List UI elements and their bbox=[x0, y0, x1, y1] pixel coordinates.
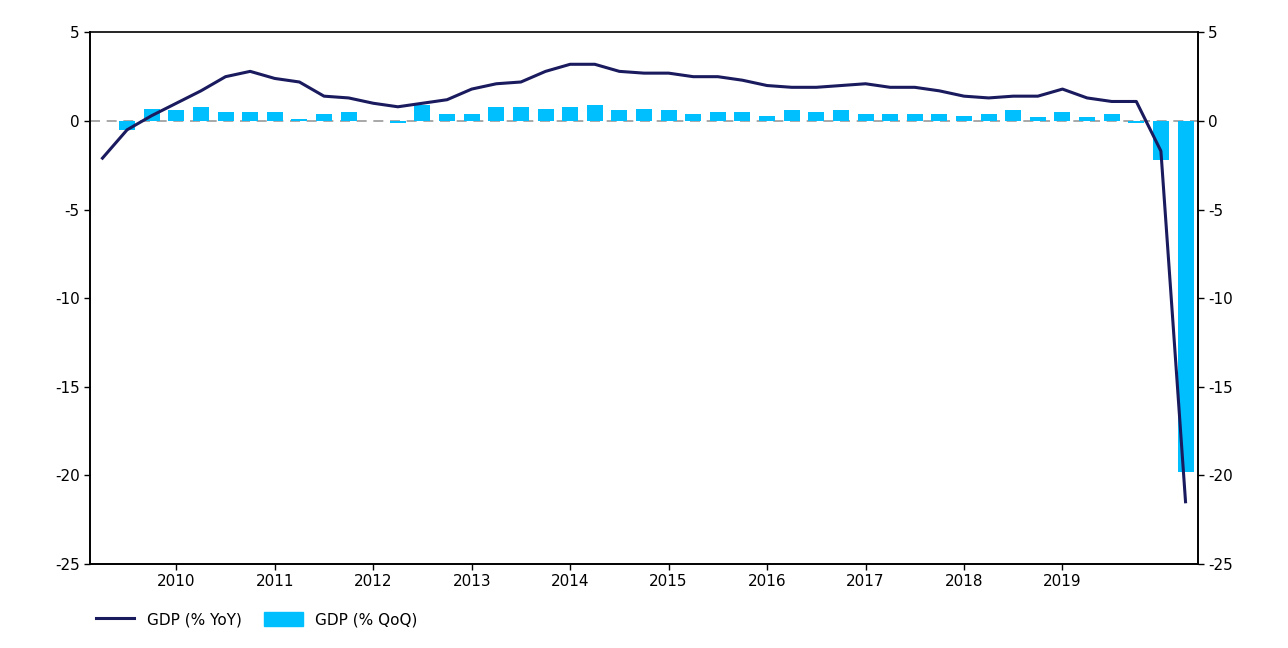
Bar bbox=[439, 114, 455, 121]
Bar bbox=[513, 107, 529, 121]
Bar bbox=[1104, 114, 1119, 121]
GDP (% YoY) bbox=[218, 73, 233, 80]
Line: GDP (% YoY): GDP (% YoY) bbox=[103, 64, 1185, 502]
Bar bbox=[931, 114, 948, 121]
Bar bbox=[464, 114, 479, 121]
Bar bbox=[144, 109, 160, 121]
GDP (% YoY) bbox=[341, 94, 357, 102]
GDP (% YoY) bbox=[734, 76, 750, 84]
Bar bbox=[833, 110, 849, 121]
Legend: GDP (% YoY), GDP (% QoQ): GDP (% YoY), GDP (% QoQ) bbox=[90, 607, 424, 634]
GDP (% YoY) bbox=[710, 73, 725, 80]
GDP (% YoY) bbox=[538, 67, 554, 75]
Bar bbox=[218, 112, 233, 121]
Bar bbox=[783, 110, 800, 121]
Bar bbox=[759, 115, 775, 121]
Bar bbox=[858, 114, 873, 121]
Bar bbox=[267, 112, 283, 121]
GDP (% YoY) bbox=[907, 84, 922, 91]
GDP (% YoY) bbox=[833, 82, 849, 89]
Bar bbox=[193, 107, 209, 121]
GDP (% YoY) bbox=[267, 75, 282, 82]
GDP (% YoY) bbox=[784, 84, 800, 91]
GDP (% YoY) bbox=[931, 87, 947, 95]
Bar bbox=[980, 114, 997, 121]
Bar bbox=[956, 115, 972, 121]
GDP (% YoY) bbox=[1153, 147, 1168, 155]
Bar bbox=[1055, 112, 1070, 121]
Bar bbox=[390, 121, 406, 122]
GDP (% YoY) bbox=[882, 84, 898, 91]
GDP (% YoY) bbox=[1006, 92, 1021, 100]
Bar bbox=[562, 107, 578, 121]
GDP (% YoY) bbox=[956, 92, 971, 100]
GDP (% YoY) bbox=[144, 111, 160, 119]
Bar bbox=[734, 112, 751, 121]
GDP (% YoY) bbox=[193, 87, 209, 95]
Bar bbox=[636, 109, 652, 121]
GDP (% YoY) bbox=[439, 96, 455, 104]
Bar bbox=[316, 114, 332, 121]
Bar bbox=[537, 109, 554, 121]
Bar bbox=[710, 112, 726, 121]
GDP (% YoY) bbox=[242, 67, 258, 75]
GDP (% YoY) bbox=[636, 69, 652, 77]
Bar bbox=[1153, 121, 1170, 160]
GDP (% YoY) bbox=[612, 67, 627, 75]
Bar bbox=[685, 114, 701, 121]
GDP (% YoY) bbox=[291, 78, 307, 86]
GDP (% YoY) bbox=[95, 154, 111, 162]
GDP (% YoY) bbox=[1055, 85, 1070, 93]
Bar bbox=[661, 110, 676, 121]
Bar bbox=[612, 110, 627, 121]
GDP (% YoY) bbox=[488, 80, 504, 87]
Bar bbox=[291, 119, 308, 121]
Bar bbox=[1030, 117, 1046, 121]
Bar bbox=[809, 112, 824, 121]
GDP (% YoY) bbox=[1128, 98, 1144, 106]
GDP (% YoY) bbox=[120, 126, 135, 133]
Bar bbox=[907, 114, 922, 121]
Bar bbox=[1128, 121, 1144, 122]
Bar bbox=[415, 105, 430, 121]
GDP (% YoY) bbox=[390, 103, 406, 111]
GDP (% YoY) bbox=[1177, 498, 1193, 505]
GDP (% YoY) bbox=[513, 78, 528, 86]
GDP (% YoY) bbox=[981, 94, 997, 102]
Bar bbox=[169, 110, 184, 121]
GDP (% YoY) bbox=[1079, 94, 1095, 102]
Bar bbox=[340, 112, 357, 121]
GDP (% YoY) bbox=[464, 85, 479, 93]
GDP (% YoY) bbox=[809, 84, 824, 91]
GDP (% YoY) bbox=[858, 80, 873, 87]
Bar bbox=[242, 112, 258, 121]
GDP (% YoY) bbox=[661, 69, 676, 77]
Bar bbox=[1177, 121, 1194, 472]
GDP (% YoY) bbox=[587, 60, 603, 68]
GDP (% YoY) bbox=[169, 99, 184, 107]
GDP (% YoY) bbox=[1104, 98, 1119, 106]
Bar bbox=[882, 114, 898, 121]
GDP (% YoY) bbox=[685, 73, 701, 80]
GDP (% YoY) bbox=[317, 92, 332, 100]
GDP (% YoY) bbox=[760, 82, 775, 89]
Bar bbox=[118, 121, 135, 130]
Bar bbox=[587, 105, 603, 121]
GDP (% YoY) bbox=[366, 99, 381, 107]
GDP (% YoY) bbox=[415, 99, 430, 107]
Bar bbox=[488, 107, 505, 121]
Bar bbox=[1079, 117, 1095, 121]
Bar bbox=[1005, 110, 1021, 121]
GDP (% YoY) bbox=[1030, 92, 1046, 100]
GDP (% YoY) bbox=[563, 60, 578, 68]
